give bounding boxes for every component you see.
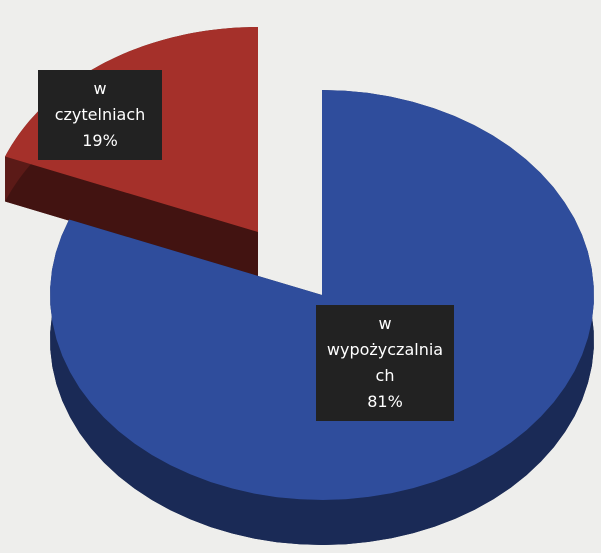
label-value: 19% bbox=[82, 131, 118, 150]
label-name: w wypożyczalniach bbox=[326, 314, 444, 385]
slice-edge bbox=[5, 156, 258, 277]
label-name: w czytelniach bbox=[54, 79, 146, 124]
slice-label: w czytelniach 19% bbox=[38, 70, 162, 160]
slice-label: w wypożyczalniach 81% bbox=[316, 305, 454, 421]
slice bbox=[50, 90, 594, 500]
label-value: 81% bbox=[367, 392, 403, 411]
